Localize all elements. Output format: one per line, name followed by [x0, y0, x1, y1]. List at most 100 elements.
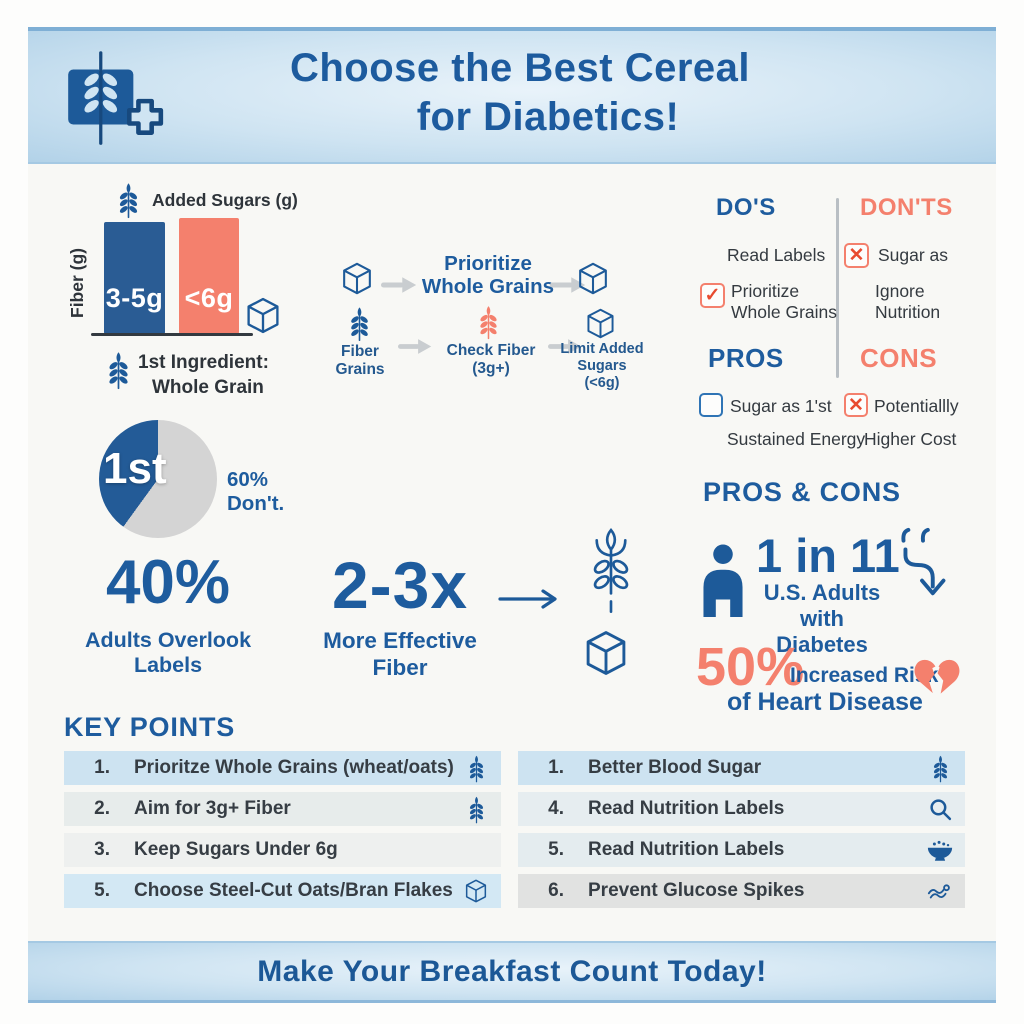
pie-chart: [99, 420, 217, 538]
table-row: 1. Prioritze Whole Grains (wheat/oats): [64, 751, 501, 785]
row-number: 1.: [548, 757, 564, 778]
page-title: Choose the Best Cereal for Diabetics!: [190, 44, 850, 142]
wheat-icon: [349, 305, 370, 342]
title-line2: for Diabetics!: [416, 94, 680, 139]
dos-item-prioritize: Prioritize Whole Grains: [731, 281, 837, 324]
flow-step2-line2: (3g+): [472, 360, 510, 378]
table-row: 5. Read Nutrition Labels: [518, 833, 965, 867]
flow-top-title-line2: Whole Grains: [421, 274, 555, 298]
bowl-icon: [923, 839, 957, 862]
table-row: 3. Keep Sugars Under 6g: [64, 833, 501, 867]
dos-item-prioritize-line1: Prioritize: [731, 281, 800, 301]
arrow-right-icon: [381, 276, 417, 294]
bar-chart-title: Added Sugars (g): [152, 190, 298, 210]
flow-step1-label: Fiber Grains: [330, 343, 390, 380]
sugar-bar-label: <6g: [184, 283, 234, 313]
column-divider: [836, 198, 839, 378]
row-number: 4.: [548, 798, 564, 819]
arrow-right-icon: [398, 338, 432, 355]
row-text: Read Nutrition Labels: [588, 839, 785, 860]
stat-heart-value: 50%: [696, 637, 805, 697]
empty-checkbox-icon: [699, 393, 723, 417]
wheat-icon: [478, 304, 499, 340]
row-text: Prevent Glucose Spikes: [588, 880, 805, 901]
cons-heading: CONS: [860, 343, 938, 373]
flow-step1-line1: Fiber: [341, 343, 379, 360]
key-points-table-left: 1. Prioritze Whole Grains (wheat/oats) 2…: [64, 751, 501, 915]
stat-heart-line1: Increased Risk: [790, 664, 939, 687]
wheat-icon: [107, 348, 130, 392]
donts-item-ignore-line2: Nutrition: [875, 302, 941, 323]
first-ingredient-note: 1st Ingredient: Whole Grain: [138, 350, 269, 401]
magnifier-icon: [923, 797, 957, 822]
pie-annotation-line1: 60%: [227, 468, 269, 491]
row-number: 1.: [94, 757, 110, 778]
wheat-icon: [459, 754, 493, 783]
first-ingredient-line2: Whole Grain: [152, 377, 264, 399]
stat-effective-line2: Fiber: [372, 654, 428, 680]
donts-item-ignore-line1: Ignore: [875, 281, 925, 301]
pie-slice-label: 1st: [103, 444, 167, 493]
pros-item-energy: Sustained Energy: [727, 429, 866, 449]
flow-step3-line3: (<6g): [584, 375, 620, 392]
row-number: 6.: [548, 880, 564, 901]
dos-heading: DO'S: [716, 194, 776, 221]
key-points-heading: KEY POINTS: [64, 712, 236, 742]
pie-annotation: 60% Don't.: [227, 468, 284, 516]
cube-icon: [578, 262, 608, 295]
stat-overlook-line2: Labels: [133, 653, 203, 678]
row-text: Prioritze Whole Grains (wheat/oats): [134, 757, 454, 778]
stat-diabetes-caption: U.S. Adults with Diabetes: [742, 580, 902, 658]
stat-overlook-line1: Adults Overlook: [84, 628, 252, 652]
cube-icon: [586, 308, 615, 339]
wheat-outline-icon: [588, 526, 634, 628]
stat-overlook-caption: Adults Overlook Labels: [68, 628, 268, 679]
row-text: Aim for 3g+ Fiber: [134, 798, 291, 819]
row-text: Read Nutrition Labels: [588, 798, 785, 819]
check-glyph: ✓: [704, 285, 721, 306]
row-text: Better Blood Sugar: [588, 757, 762, 778]
cube-icon: [585, 630, 627, 676]
table-row: 6. Prevent Glucose Spikes: [518, 874, 965, 908]
row-number: 3.: [94, 839, 110, 860]
dos-item-prioritize-line2: Whole Grains: [731, 302, 838, 323]
crossed-checkbox-icon: ✕: [844, 393, 868, 417]
row-text: Choose Steel-Cut Oats/Bran Flakes: [134, 880, 453, 901]
pros-item-sugar: Sugar as 1'st: [730, 396, 832, 416]
row-number: 5.: [94, 880, 110, 901]
flow-step3-line1: Limit Added: [560, 341, 644, 357]
footer-text: Make Your Breakfast Count Today!: [257, 954, 767, 988]
fiber-bar: 3-5g: [104, 222, 165, 334]
stat-diabetes-line1: U.S. Adults with: [763, 580, 881, 631]
pie-annotation-line2: Don't.: [227, 492, 285, 516]
cube-icon: [246, 297, 280, 334]
row-text: Keep Sugars Under 6g: [134, 839, 338, 860]
key-points-table-right: 1. Better Blood Sugar 4. Read Nutrition …: [518, 751, 965, 915]
arrow-right-icon: [498, 588, 560, 610]
broken-heart-icon: [912, 656, 962, 702]
donts-heading: DON'TS: [860, 194, 953, 221]
row-number: 5.: [548, 839, 564, 860]
wheat-icon: [923, 754, 957, 783]
table-row: 1. Better Blood Sugar: [518, 751, 965, 785]
checked-checkbox-icon: ✓: [700, 283, 725, 308]
bar-chart-ylabel: Fiber (g): [67, 248, 87, 318]
table-row: 5. Choose Steel-Cut Oats/Bran Flakes: [64, 874, 501, 908]
flow-top-title-line1: Prioritize: [444, 252, 532, 275]
stat-diabetes-value: 1 in 11: [756, 529, 900, 582]
flow-step1-line2: Grains: [335, 361, 385, 379]
flow-step2-line1: Check Fiber: [446, 342, 536, 359]
title-line1: Choose the Best Cereal: [289, 46, 751, 90]
row-number: 2.: [94, 798, 110, 819]
stat-overlook-value: 40%: [105, 548, 231, 617]
cube-icon: [342, 262, 372, 295]
dos-item-read-labels: Read Labels: [727, 245, 826, 265]
flow-step3-label: Limit Added Sugars (<6g): [556, 341, 648, 392]
donts-item-sugar-as: Sugar as: [878, 245, 949, 265]
cross-glyph: ✕: [848, 245, 865, 266]
stat-heart-line2: of Heart Disease: [727, 688, 923, 716]
sugar-bar: <6g: [179, 218, 239, 334]
x-axis-line: [91, 333, 253, 336]
table-row: 4. Read Nutrition Labels: [518, 792, 965, 826]
